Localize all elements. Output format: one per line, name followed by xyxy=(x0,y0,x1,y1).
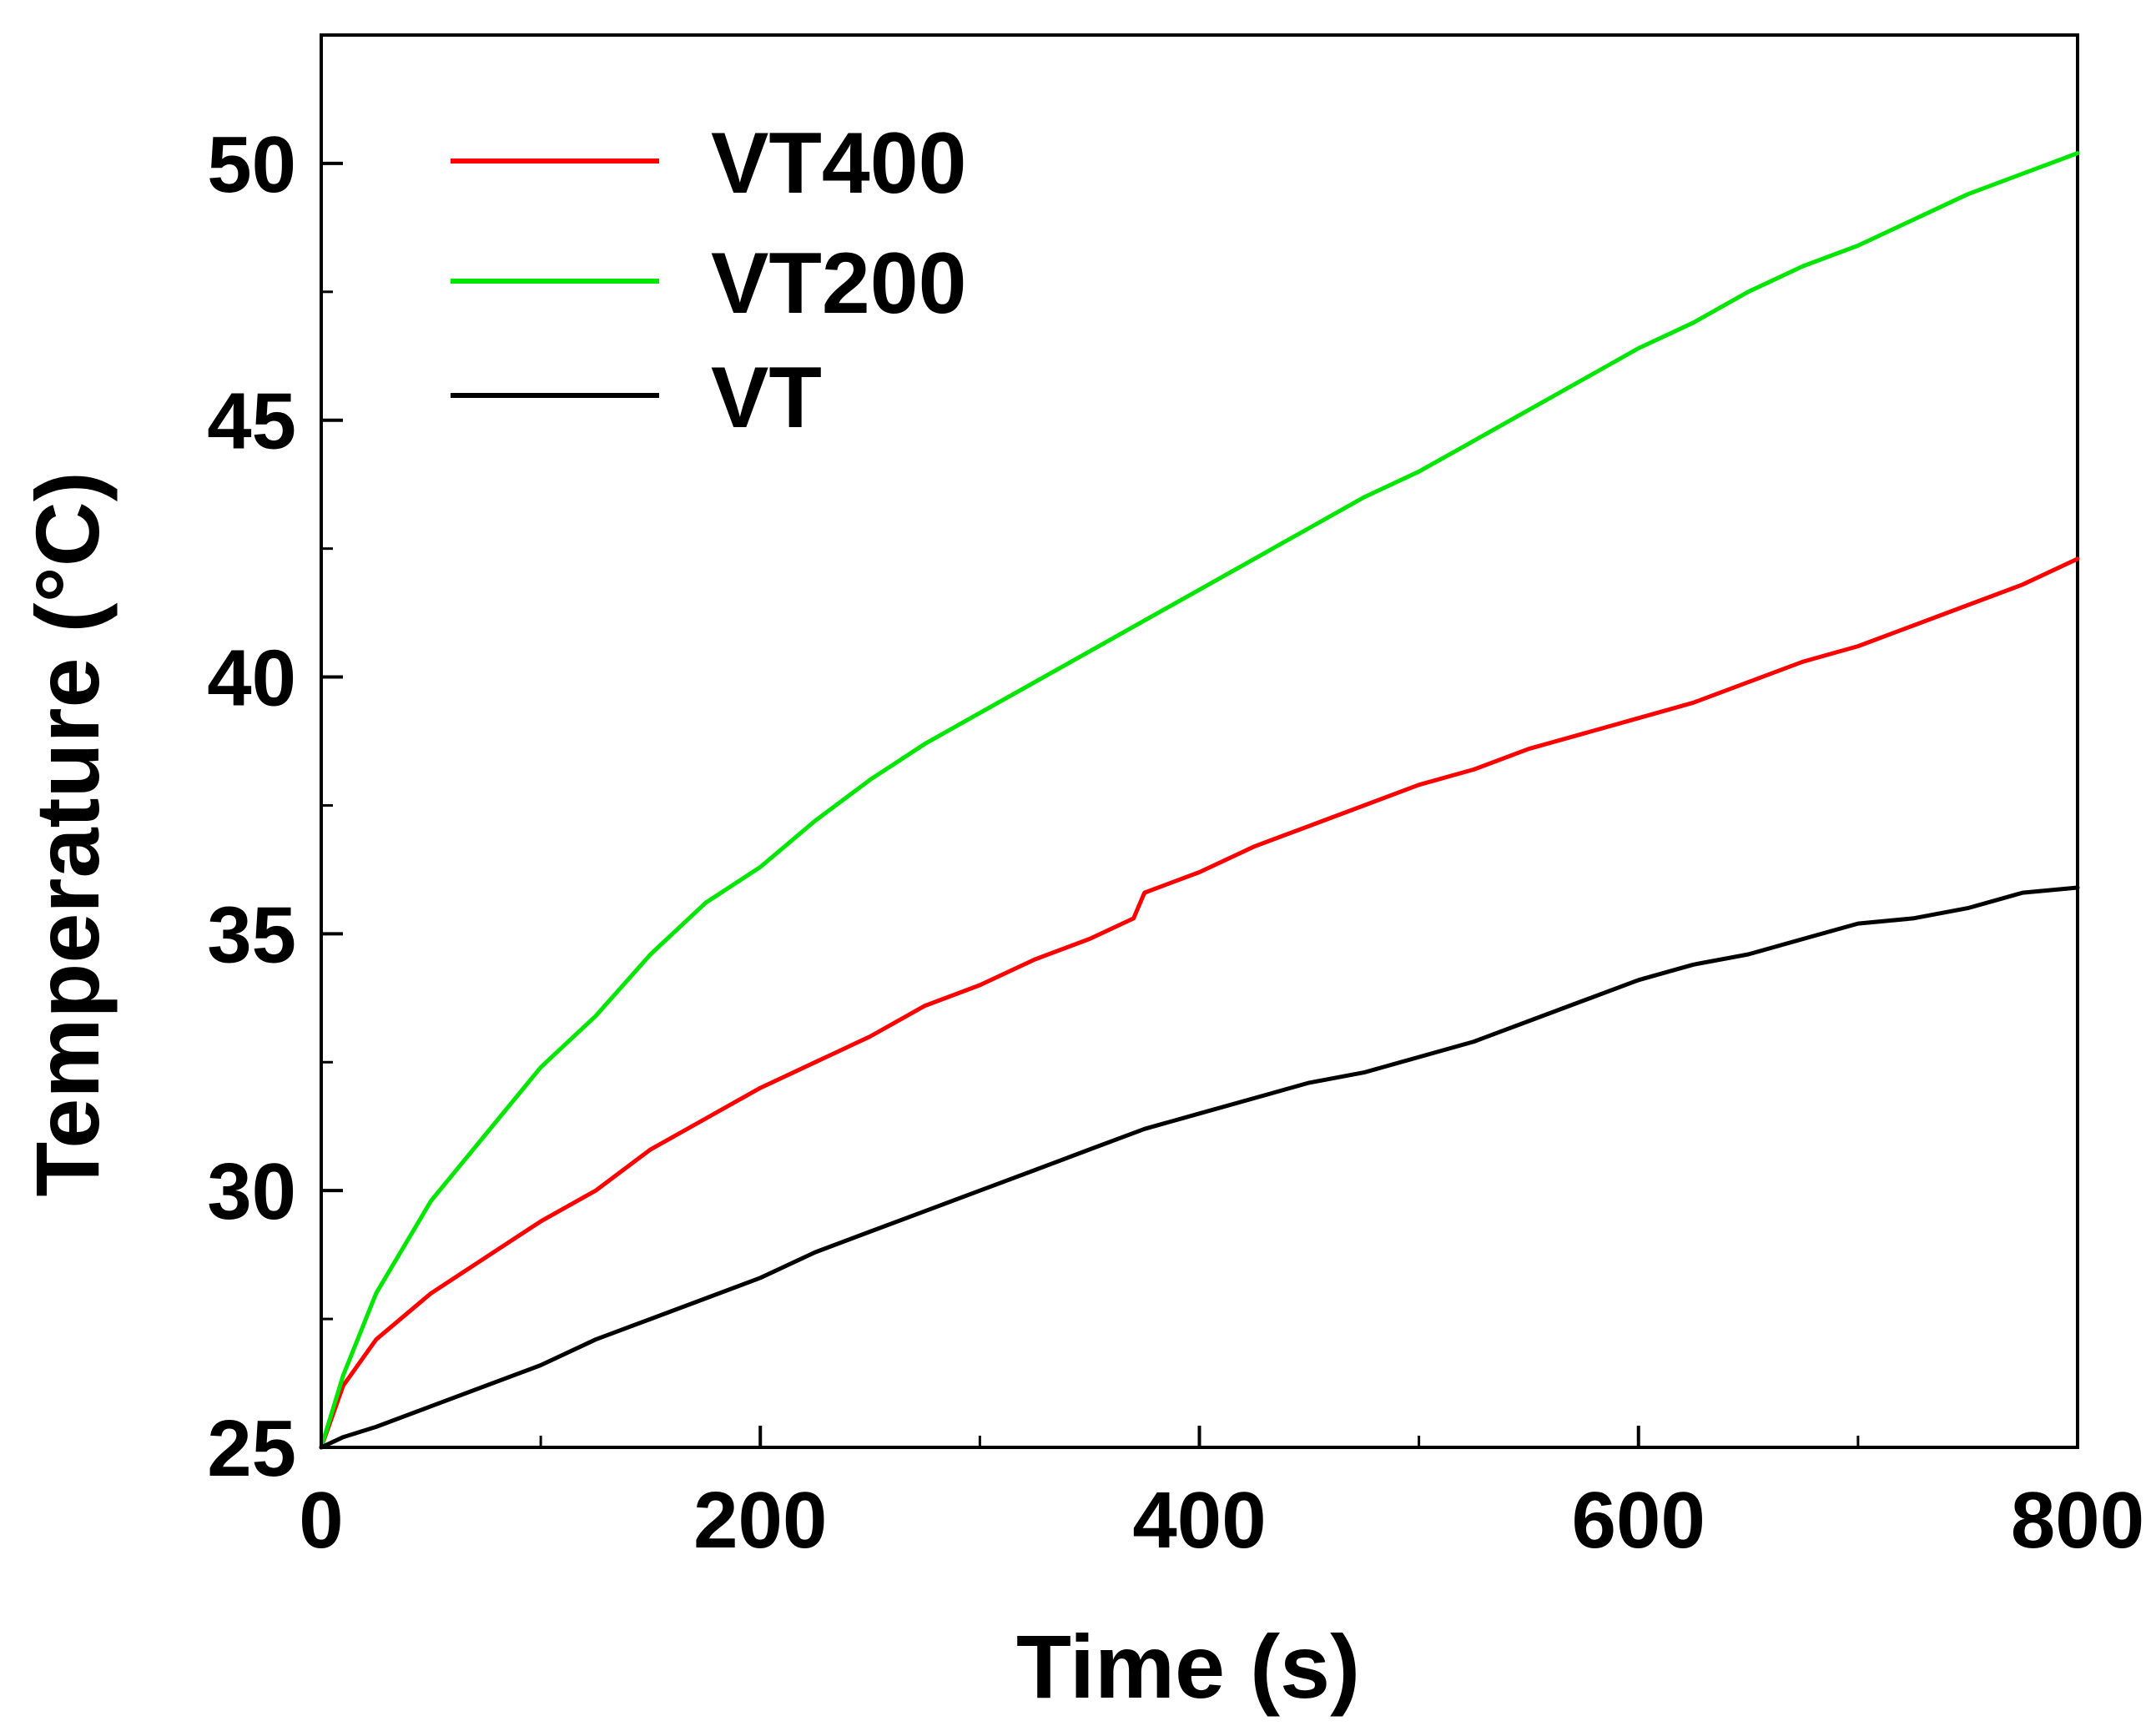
series-line-vt xyxy=(319,885,2080,1450)
x-tick-label: 600 xyxy=(1572,1476,1705,1565)
plot-frame xyxy=(320,33,2079,1449)
x-axis-title: Time (s) xyxy=(1016,1616,1360,1717)
x-tick-label: 800 xyxy=(2011,1476,2144,1565)
legend-label-vt: VT xyxy=(711,350,822,446)
x-tick-label: 400 xyxy=(1132,1476,1266,1565)
y-tick-label: 40 xyxy=(207,634,296,723)
series-layer xyxy=(319,151,2080,1450)
series-line-vt400 xyxy=(319,556,2080,1450)
series-line-vt200 xyxy=(319,151,2080,1450)
y-tick-label: 35 xyxy=(207,890,296,979)
legend-label-vt400: VT400 xyxy=(711,115,966,212)
plot-border xyxy=(320,33,2079,1449)
legend-label-vt200: VT200 xyxy=(711,235,966,332)
y-axis: 25 30 35 40 45 50 xyxy=(207,120,343,1493)
y-tick-label: 45 xyxy=(207,377,296,466)
x-axis: 0 200 400 600 800 xyxy=(299,1426,2144,1565)
y-tick-label: 50 xyxy=(207,120,296,209)
y-tick-label: 25 xyxy=(207,1404,296,1493)
x-tick-label: 0 xyxy=(299,1476,343,1565)
x-tick-label: 200 xyxy=(693,1476,827,1565)
legend: VT400 VT200 VT xyxy=(451,115,966,446)
y-axis-title: Temperature (°C) xyxy=(17,471,118,1196)
y-tick-label: 30 xyxy=(207,1147,296,1236)
